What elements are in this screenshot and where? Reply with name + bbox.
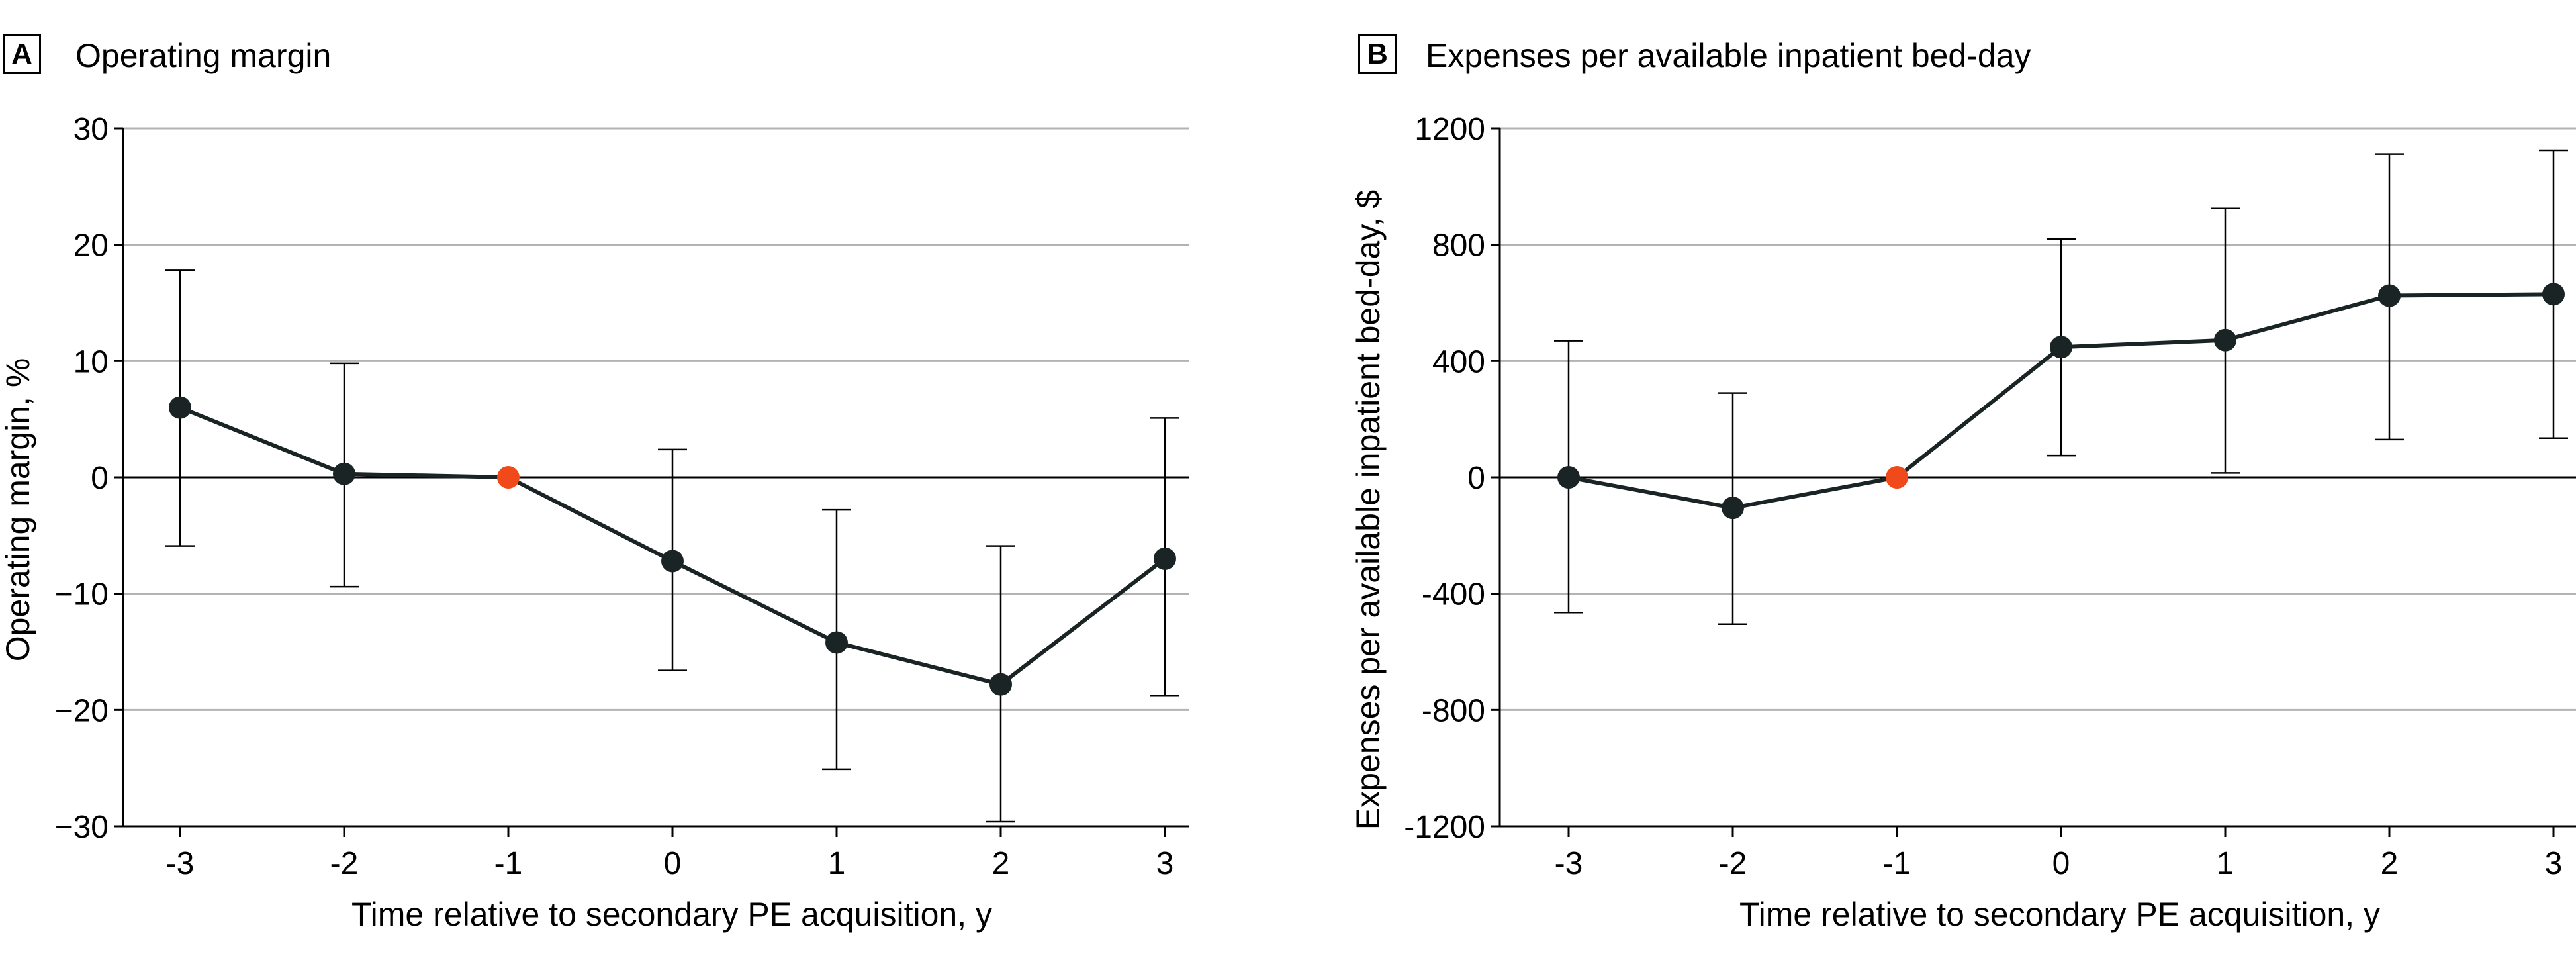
- data-point: [1154, 547, 1176, 570]
- y-tick-label: 30: [73, 112, 109, 147]
- y-tick-label: 0: [1467, 461, 1485, 496]
- x-tick-label: 1: [2217, 846, 2234, 881]
- x-tick-label: -2: [1719, 846, 1747, 881]
- x-tick-label: 2: [2381, 846, 2399, 881]
- y-axis-label: Operating margin, %: [0, 358, 36, 662]
- x-tick-label: -2: [330, 846, 359, 881]
- x-tick-label: 0: [664, 846, 682, 881]
- y-tick-label: 10: [73, 344, 109, 379]
- panel-b-title: Expenses per available inpatient bed-day: [1426, 37, 2031, 74]
- x-tick-label: -3: [1555, 846, 1583, 881]
- x-tick-label: -1: [494, 846, 523, 881]
- data-point: [2050, 336, 2072, 359]
- x-tick-label: -3: [166, 846, 195, 881]
- y-tick-label: 1200: [1414, 112, 1485, 147]
- y-tick-label: −30: [55, 810, 109, 845]
- x-axis-label: Time relative to secondary PE acquisitio…: [1739, 896, 2380, 933]
- x-tick-label: 3: [2545, 846, 2563, 881]
- data-point: [989, 673, 1012, 696]
- panel-a-label: A: [3, 34, 41, 74]
- y-tick-label: 800: [1432, 228, 1485, 264]
- y-tick-label: 400: [1432, 344, 1485, 379]
- y-tick-label: -400: [1422, 577, 1485, 612]
- chart-b: 1200 800 400 0 -400 -800 -1200 -3 -2 -1 0 1 2 3 Time …: [1350, 112, 2576, 933]
- x-tick-label: 1: [828, 846, 846, 881]
- data-point: [2378, 284, 2401, 307]
- panel-b-label: B: [1358, 34, 1397, 74]
- panel-a-title: Operating margin: [75, 37, 332, 74]
- y-axis-label: Expenses per available inpatient bed-day…: [1350, 190, 1387, 830]
- data-point: [2542, 283, 2565, 306]
- chart-a: 30 20 10 0 −10 −20 −30 -3 -2 -1 0 1 2 3 Time relative…: [0, 112, 1189, 933]
- y-tick-label: -800: [1422, 693, 1485, 728]
- data-point: [825, 631, 848, 654]
- data-point: [333, 462, 355, 485]
- x-tick-label: -1: [1883, 846, 1911, 881]
- data-point: [169, 396, 191, 419]
- data-point: [2214, 328, 2236, 352]
- data-point: [1722, 497, 1744, 520]
- x-axis-label: Time relative to secondary PE acquisitio…: [351, 896, 992, 933]
- data-point: [1557, 466, 1580, 489]
- x-tick-label: 3: [1156, 846, 1174, 881]
- reference-point: [1886, 466, 1908, 489]
- panel-b: B Expenses per available inpatient bed-d…: [1350, 0, 2576, 960]
- y-tick-label: -1200: [1404, 810, 1485, 845]
- data-point: [661, 550, 684, 573]
- y-tick-label: −10: [55, 577, 109, 612]
- y-tick-label: −20: [55, 693, 109, 728]
- x-tick-label: 0: [2052, 846, 2070, 881]
- y-tick-label: 20: [73, 228, 109, 264]
- y-tick-label: 0: [91, 461, 109, 496]
- panel-a: A Operating margin 30 20 10 0 −10 −20 −30 -3 -2-…: [0, 34, 1189, 933]
- reference-point: [497, 466, 520, 489]
- x-tick-label: 2: [992, 846, 1010, 881]
